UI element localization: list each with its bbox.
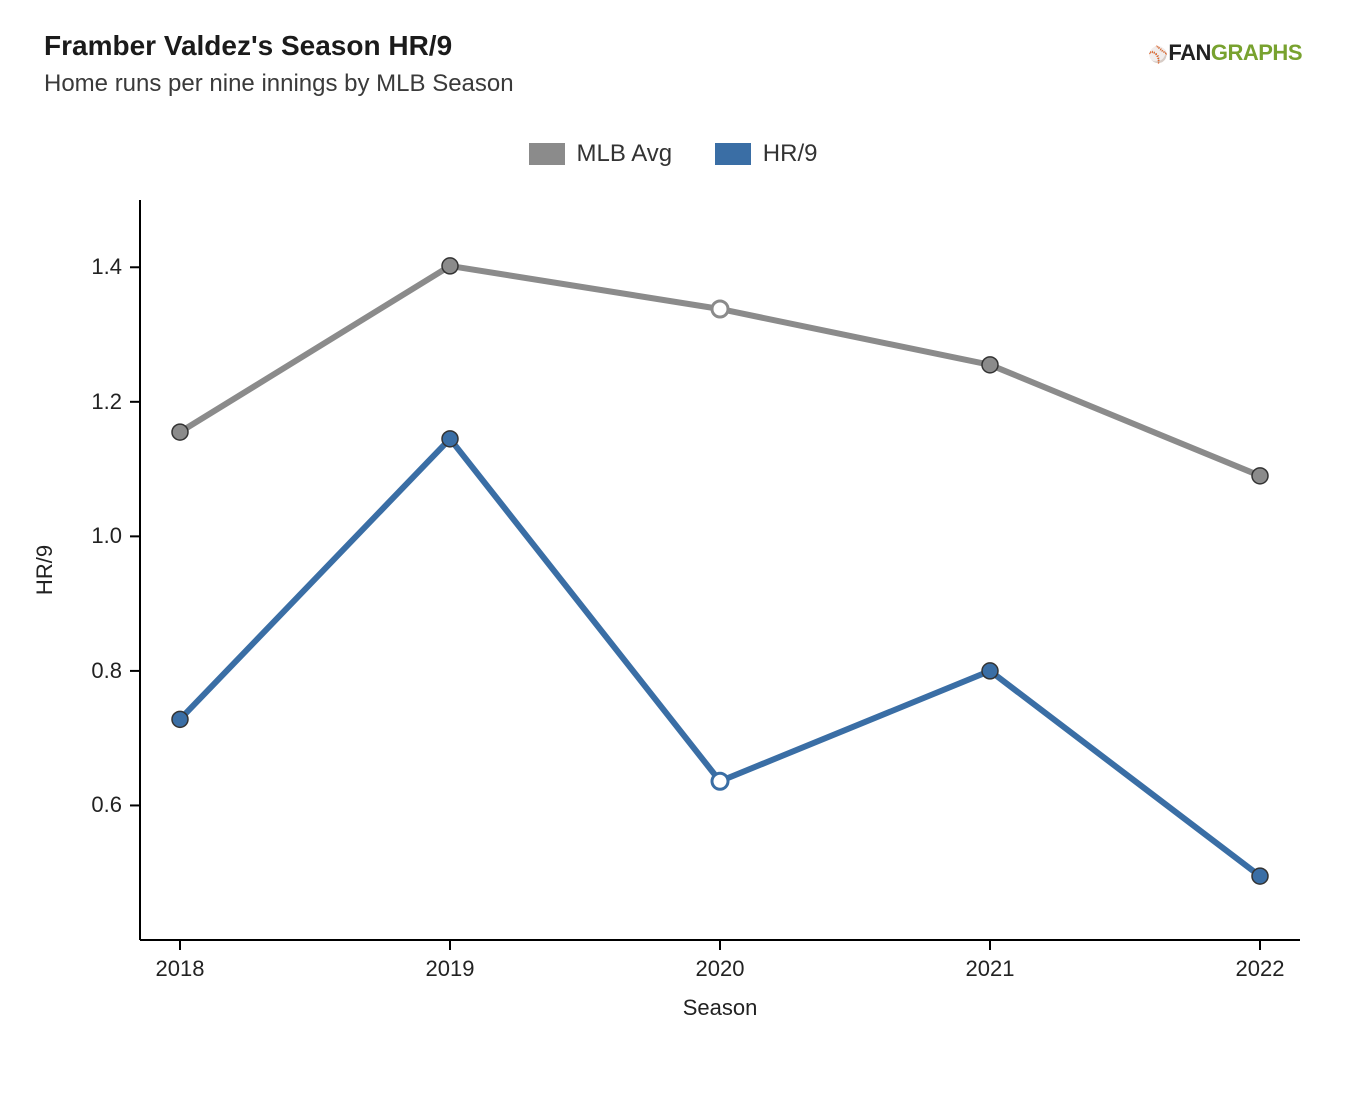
line-chart (0, 0, 1346, 1094)
y-tick-label: 1.0 (91, 523, 122, 549)
chart-stage: Framber Valdez's Season HR/9 Home runs p… (0, 0, 1346, 1094)
x-axis-label: Season (683, 995, 758, 1021)
x-tick-label: 2021 (966, 956, 1015, 982)
y-tick-label: 0.8 (91, 658, 122, 684)
y-tick-label: 0.6 (91, 792, 122, 818)
y-tick-label: 1.2 (91, 389, 122, 415)
y-tick-label: 1.4 (91, 254, 122, 280)
x-tick-label: 2019 (426, 956, 475, 982)
y-axis-label: HR/9 (32, 545, 58, 595)
x-tick-label: 2022 (1236, 956, 1285, 982)
x-tick-label: 2020 (696, 956, 745, 982)
x-tick-label: 2018 (156, 956, 205, 982)
